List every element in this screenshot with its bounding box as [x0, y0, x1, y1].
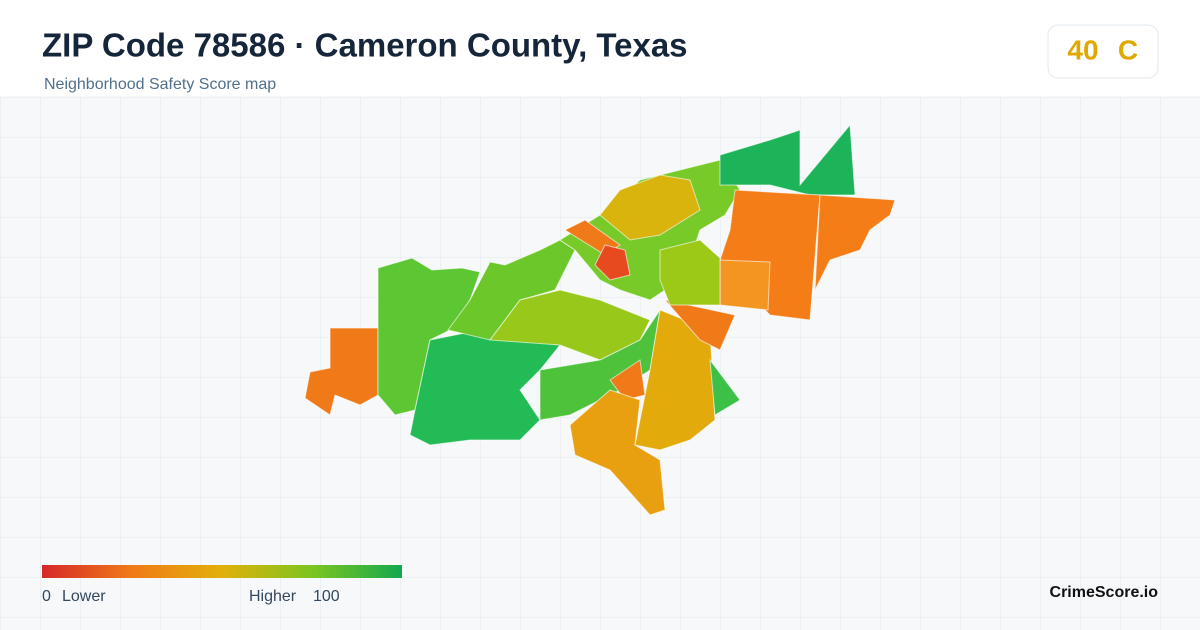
legend-min-label: Lower	[62, 588, 106, 605]
legend-max-label: Higher	[249, 588, 297, 605]
title: ZIP Code 78586 · Cameron County, Texas	[42, 27, 688, 64]
subtitle: Neighborhood Safety Score map	[44, 76, 276, 93]
brand: CrimeScore.io	[1050, 584, 1159, 601]
map	[304, 123, 896, 516]
legend-max: 100	[313, 588, 340, 605]
region	[659, 239, 721, 306]
score-value: 40	[1067, 34, 1098, 65]
region	[634, 309, 716, 451]
legend-scale	[42, 565, 402, 578]
region	[663, 299, 736, 351]
header-bg	[0, 0, 1200, 96]
region	[709, 358, 741, 416]
score-box	[1047, 24, 1159, 79]
region	[594, 244, 631, 281]
score-grade: C	[1118, 34, 1138, 65]
region	[569, 389, 666, 516]
region	[719, 259, 771, 311]
region	[814, 194, 896, 291]
region	[719, 123, 856, 196]
region	[489, 289, 651, 361]
region	[599, 174, 701, 241]
legend-min: 0	[42, 588, 51, 605]
